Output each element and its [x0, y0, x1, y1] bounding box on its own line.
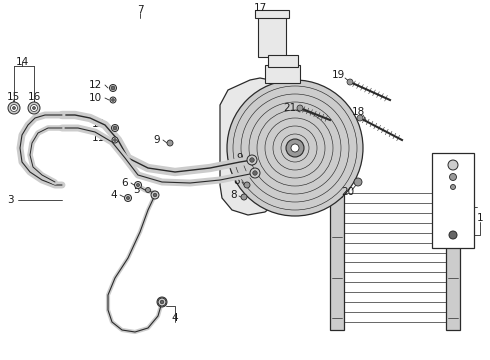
Circle shape — [160, 300, 164, 304]
Circle shape — [247, 155, 257, 165]
Circle shape — [357, 115, 363, 121]
Text: 21: 21 — [283, 103, 296, 113]
Text: 4: 4 — [111, 190, 117, 200]
Polygon shape — [62, 178, 195, 275]
Circle shape — [241, 194, 247, 200]
Text: 1: 1 — [477, 213, 483, 223]
Bar — [432, 153, 474, 248]
Circle shape — [110, 97, 116, 103]
Circle shape — [134, 181, 142, 189]
Text: 10: 10 — [88, 93, 101, 103]
Text: 16: 16 — [27, 92, 41, 102]
Circle shape — [146, 188, 150, 193]
Circle shape — [30, 104, 38, 112]
Circle shape — [13, 107, 16, 109]
Circle shape — [124, 194, 131, 202]
Text: 20: 20 — [342, 187, 355, 197]
Circle shape — [347, 79, 353, 85]
Circle shape — [112, 125, 119, 131]
Bar — [255, 10, 289, 18]
Text: 12: 12 — [88, 80, 101, 90]
Circle shape — [450, 185, 456, 189]
Bar — [268, 55, 298, 67]
Text: 3: 3 — [7, 195, 13, 205]
Bar — [258, 15, 286, 57]
Text: 15: 15 — [6, 92, 20, 102]
Text: 9: 9 — [237, 153, 244, 163]
Bar — [330, 185, 460, 330]
Circle shape — [113, 126, 117, 130]
Text: 19: 19 — [331, 70, 344, 80]
Polygon shape — [62, 15, 290, 270]
Circle shape — [136, 184, 140, 186]
Circle shape — [8, 102, 20, 114]
Circle shape — [354, 178, 362, 186]
Circle shape — [157, 297, 167, 307]
Circle shape — [153, 193, 157, 197]
Text: 14: 14 — [15, 57, 28, 67]
Circle shape — [291, 144, 299, 152]
Polygon shape — [220, 78, 285, 215]
Circle shape — [32, 107, 35, 109]
Circle shape — [227, 80, 363, 216]
Circle shape — [160, 300, 164, 304]
Bar — [446, 185, 460, 330]
Bar — [330, 185, 344, 330]
Circle shape — [126, 197, 129, 199]
Text: 13: 13 — [91, 119, 105, 129]
Text: 5: 5 — [133, 185, 139, 195]
Circle shape — [10, 104, 18, 112]
Circle shape — [250, 168, 260, 178]
Circle shape — [109, 85, 117, 91]
Circle shape — [297, 105, 303, 111]
Circle shape — [250, 158, 254, 162]
Text: 2: 2 — [458, 188, 465, 198]
Text: 4: 4 — [172, 313, 178, 323]
Circle shape — [244, 182, 250, 188]
Circle shape — [253, 171, 257, 175]
Circle shape — [111, 86, 115, 90]
Circle shape — [167, 140, 173, 146]
Circle shape — [28, 102, 40, 114]
Circle shape — [286, 139, 304, 157]
Text: 11: 11 — [91, 133, 105, 143]
Text: 17: 17 — [253, 3, 267, 13]
Circle shape — [448, 160, 458, 170]
Text: 18: 18 — [351, 107, 365, 117]
Bar — [265, 65, 300, 83]
Circle shape — [449, 174, 457, 180]
Circle shape — [112, 137, 118, 143]
Text: 8: 8 — [234, 176, 240, 186]
Text: 8: 8 — [231, 190, 237, 200]
Circle shape — [449, 231, 457, 239]
Circle shape — [158, 298, 166, 306]
Circle shape — [249, 159, 255, 165]
Text: 7: 7 — [137, 5, 143, 15]
Circle shape — [151, 191, 159, 199]
Circle shape — [114, 139, 116, 141]
Text: 9: 9 — [154, 135, 160, 145]
Circle shape — [112, 99, 114, 102]
Text: 6: 6 — [122, 178, 128, 188]
